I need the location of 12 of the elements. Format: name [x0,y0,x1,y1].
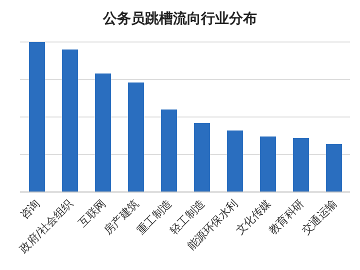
bar [194,123,210,192]
bar [62,50,78,192]
bar [95,74,111,192]
chart-title: 公务员跳槽流向行业分布 [102,10,258,29]
bar [29,42,45,192]
bar [293,138,309,192]
bar [161,110,177,192]
bar [227,130,243,192]
bar [128,82,144,192]
x-tick-label: 咨询 [18,196,43,222]
bar [260,136,276,192]
bar [326,144,342,192]
